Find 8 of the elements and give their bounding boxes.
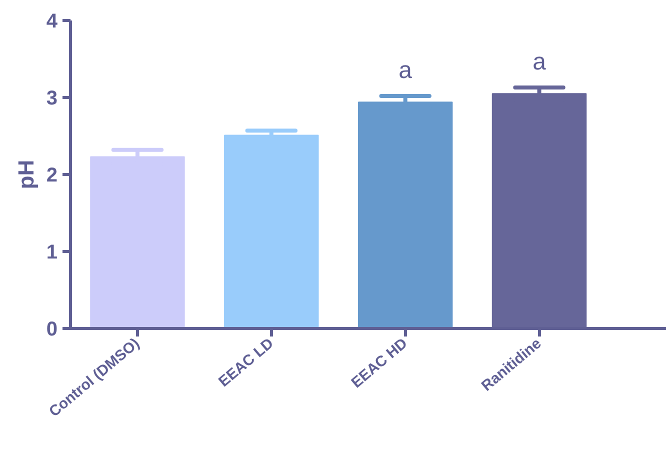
y-tick-label: 1	[46, 242, 58, 264]
y-tick-label: 2	[46, 164, 58, 186]
y-tick-label: 4	[46, 10, 58, 32]
annotation: a	[398, 56, 413, 84]
y-tick-label: 0	[46, 318, 58, 340]
annotation: a	[532, 48, 547, 76]
y-tick-label: 3	[46, 88, 58, 110]
y-axis-title: pH	[13, 160, 38, 190]
